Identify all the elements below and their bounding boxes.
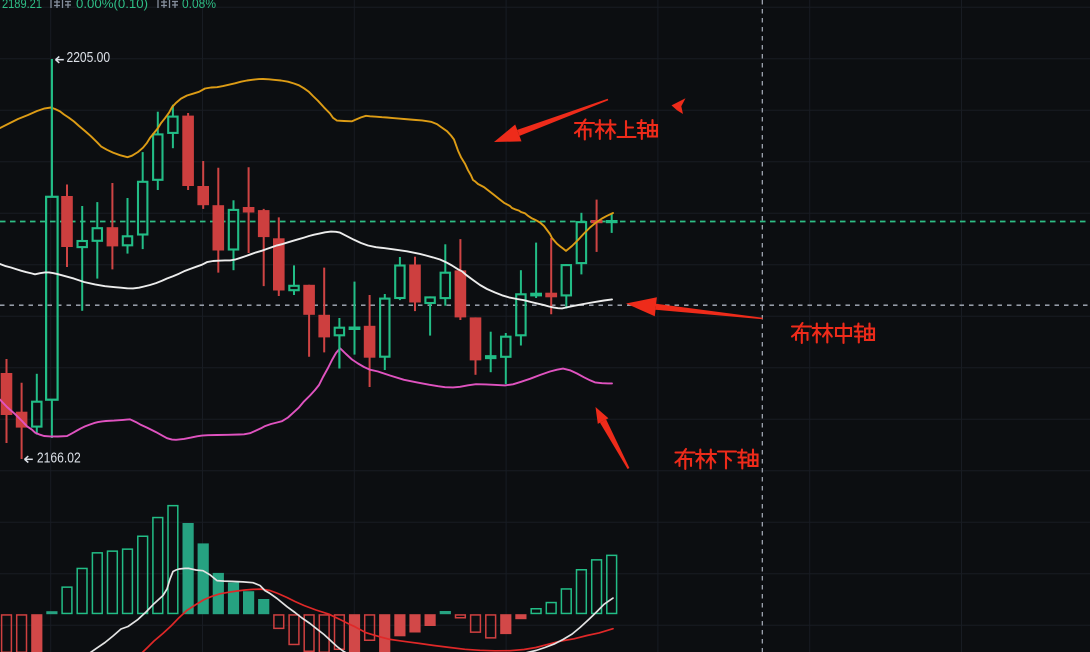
svg-text:2166.02: 2166.02 — [37, 451, 81, 467]
svg-text:0.00%(0.10): 0.00%(0.10) — [76, 0, 148, 11]
svg-text:2205.00: 2205.00 — [67, 50, 111, 66]
svg-text:2189.21: 2189.21 — [2, 0, 42, 11]
svg-text:0.08%: 0.08% — [182, 0, 216, 11]
